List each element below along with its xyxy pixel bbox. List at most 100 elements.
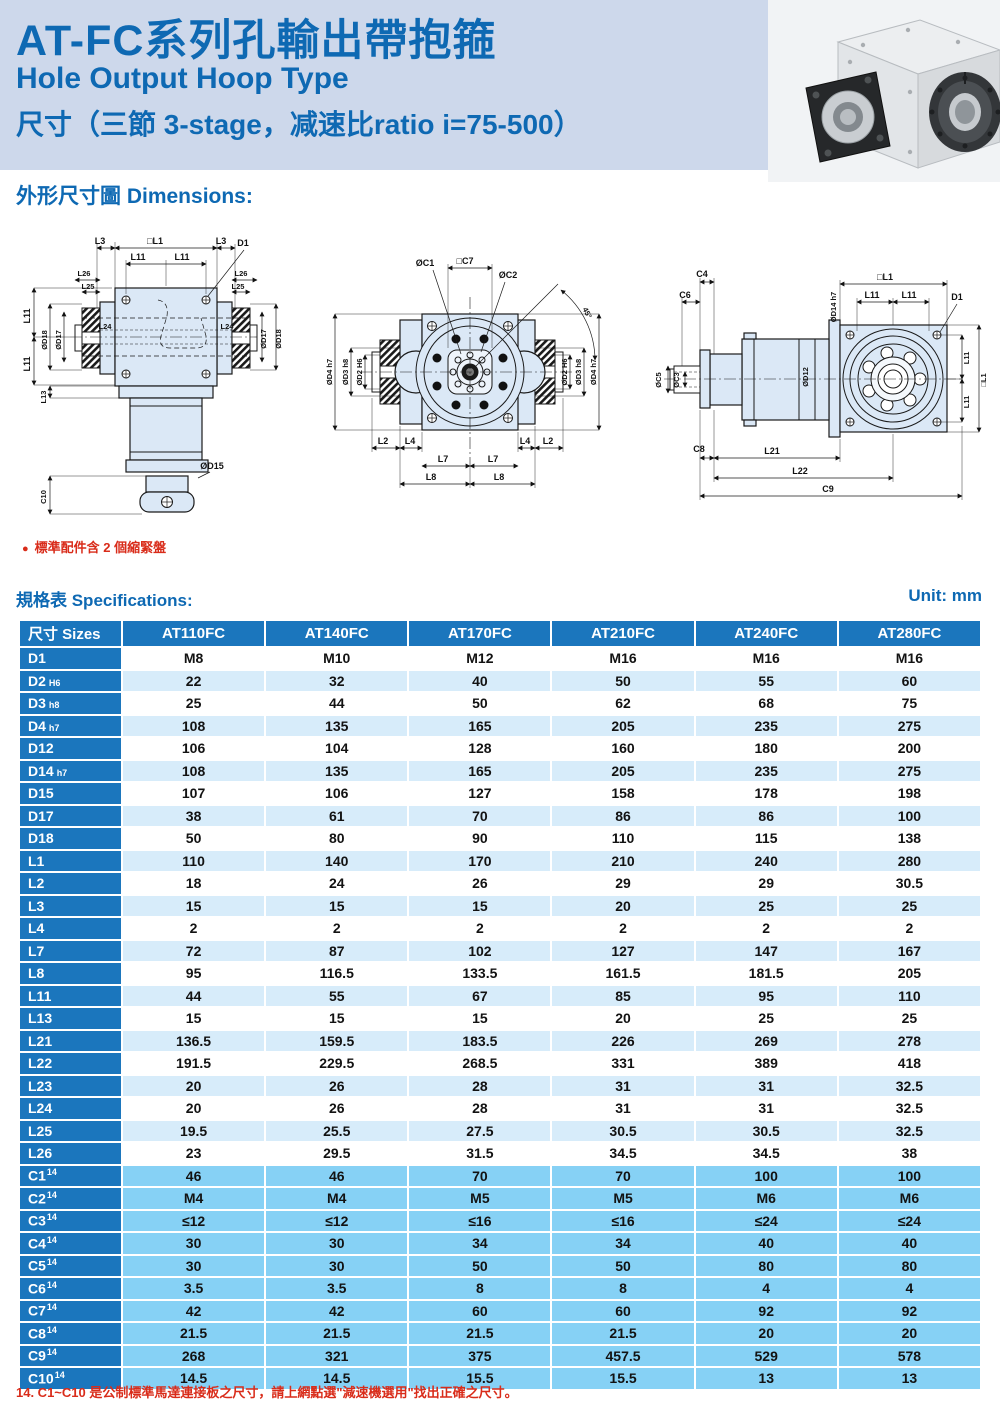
- dim-label: ØD18: [40, 330, 49, 350]
- spec-value-cell: 29.5: [264, 1141, 410, 1166]
- spec-value-cell: 87: [264, 938, 410, 963]
- spec-value-cell: 30: [120, 1253, 267, 1278]
- dim-label-cell: C1014: [18, 1366, 123, 1391]
- dim-label: L11: [962, 352, 971, 365]
- spec-value-cell: 165: [407, 713, 553, 738]
- spec-value-cell: 32.5: [836, 1073, 983, 1098]
- spec-value-cell: 8: [550, 1276, 696, 1301]
- spec-value-cell: 4: [693, 1276, 839, 1301]
- spec-value-cell: 50: [120, 826, 267, 851]
- spec-row-L7: L7 72 87 102 127 147 167: [18, 938, 983, 963]
- dim-label-cell: L1: [18, 848, 123, 873]
- spec-value-cell: 15: [407, 893, 553, 918]
- spec-value-cell: 178: [693, 781, 839, 806]
- spec-row-C9: C914 268 321 375 457.5 529 578: [18, 1343, 983, 1368]
- dim-label: L8: [494, 472, 505, 482]
- spec-value-cell: 159.5: [264, 1028, 410, 1053]
- accessory-note: ● 標準配件含 2 個縮緊盤: [22, 537, 166, 556]
- dim-label-cell: L3: [18, 893, 123, 918]
- spec-value-cell: 42: [264, 1298, 410, 1323]
- dim-label: C6: [679, 290, 691, 300]
- spec-value-cell: 80: [693, 1253, 839, 1278]
- dim-label-cell: C314: [18, 1208, 123, 1233]
- spec-value-cell: 30: [264, 1253, 410, 1278]
- spec-value-cell: 15: [120, 1006, 267, 1031]
- spec-value-cell: 32.5: [836, 1096, 983, 1121]
- spec-value-cell: 331: [550, 1051, 696, 1076]
- spec-value-cell: M5: [550, 1186, 696, 1211]
- dim-label-cell: D17: [18, 803, 123, 828]
- dim-label-cell: C114: [18, 1163, 123, 1188]
- spec-value-cell: 128: [407, 736, 553, 761]
- dim-label: L11: [962, 396, 971, 409]
- face-view-dimensions: ØC1 □C7 ØC2 45° ØD4 h7 ØD3 h8 ØD2 H6 ØD2…: [325, 256, 602, 488]
- side-view-geometry: [664, 319, 962, 438]
- spec-row-L3: L3 15 15 15 20 25 25: [18, 893, 983, 918]
- spec-value-cell: 28: [407, 1096, 553, 1121]
- dim-label-cell: C914: [18, 1343, 123, 1368]
- spec-value-cell: 60: [407, 1298, 553, 1323]
- spec-row-D12: D12 106 104 128 160 180 200: [18, 736, 983, 761]
- dim-label-cell: C614: [18, 1276, 123, 1301]
- spec-heading-row: 規格表 Specifications: Unit: mm: [16, 586, 982, 611]
- front-view-geometry: [70, 287, 258, 513]
- spec-value-cell: 27.5: [407, 1118, 553, 1143]
- spec-row-L26: L26 23 29.5 31.5 34.5 34.5 38: [18, 1141, 983, 1166]
- spec-value-cell: M16: [550, 646, 696, 671]
- dim-label-cell: L11: [18, 983, 123, 1008]
- dim-label: ØD17: [259, 329, 268, 349]
- spec-value-cell: 578: [836, 1343, 983, 1368]
- spec-value-cell: 60: [550, 1298, 696, 1323]
- spec-value-cell: 205: [550, 713, 696, 738]
- spec-value-cell: 115: [693, 826, 839, 851]
- spec-value-cell: 181.5: [693, 961, 839, 986]
- spec-row-C5: C514 30 30 50 50 80 80: [18, 1253, 983, 1278]
- spec-value-cell: M6: [836, 1186, 983, 1211]
- spec-row-C1: C114 46 46 70 70 100 100: [18, 1163, 983, 1188]
- dim-label: ØD14 h7: [829, 292, 838, 322]
- spec-value-cell: 165: [407, 758, 553, 783]
- dim-label-cell: L7: [18, 938, 123, 963]
- dim-label-cell: D3 h8: [18, 691, 123, 716]
- dim-label: ØD15: [200, 461, 224, 471]
- spec-value-cell: 183.5: [407, 1028, 553, 1053]
- drawing-front-view: L3 □L1 L3 D1 L11 L11 L26 L25 L26 L25 L24…: [22, 236, 283, 515]
- dim-label-cell: D1: [18, 646, 123, 671]
- spec-value-cell: 26: [264, 1096, 410, 1121]
- spec-value-cell: 3.5: [120, 1276, 267, 1301]
- spec-value-cell: 60: [836, 668, 983, 693]
- spec-value-cell: ≤24: [693, 1208, 839, 1233]
- model-column-header: AT110FC: [120, 619, 267, 648]
- spec-value-cell: 15.5: [550, 1366, 696, 1391]
- spec-value-cell: 20: [550, 893, 696, 918]
- dim-label: L11: [864, 290, 879, 300]
- page-title-english: Hole Output Hoop Type: [16, 62, 349, 95]
- spec-value-cell: 161.5: [550, 961, 696, 986]
- dim-label: L25: [232, 282, 245, 291]
- spec-value-cell: 108: [120, 713, 267, 738]
- spec-value-cell: 205: [550, 758, 696, 783]
- dim-label: L24: [99, 322, 113, 331]
- spec-value-cell: 85: [550, 983, 696, 1008]
- face-view-geometry: [360, 283, 598, 467]
- dim-label: C10: [39, 490, 48, 504]
- dim-label: L24: [221, 322, 235, 331]
- spec-value-cell: 40: [407, 668, 553, 693]
- model-column-header: AT210FC: [550, 619, 696, 648]
- spec-value-cell: 92: [693, 1298, 839, 1323]
- spec-value-cell: M4: [120, 1186, 267, 1211]
- spec-value-cell: 80: [264, 826, 410, 851]
- unit-label: Unit: mm: [908, 586, 982, 605]
- spec-value-cell: 102: [407, 938, 553, 963]
- spec-value-cell: 20: [693, 1321, 839, 1346]
- spec-row-C10: C1014 14.5 14.5 15.5 15.5 13 13: [18, 1366, 983, 1391]
- spec-value-cell: 21.5: [550, 1321, 696, 1346]
- dim-label: ØD18: [274, 329, 283, 349]
- dim-label-cell: L4: [18, 916, 123, 941]
- spec-row-L1: L1 110 140 170 210 240 280: [18, 848, 983, 873]
- spec-row-L4: L4 2 2 2 2 2 2: [18, 916, 983, 941]
- dim-label: L3: [95, 236, 106, 246]
- spec-value-cell: 268.5: [407, 1051, 553, 1076]
- spec-value-cell: 110: [550, 826, 696, 851]
- model-column-header: AT140FC: [264, 619, 410, 648]
